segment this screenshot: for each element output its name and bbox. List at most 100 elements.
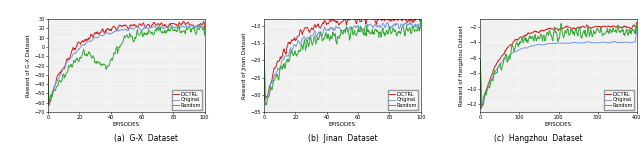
Original [260,72,268,74]
DiCTRL [260,71,268,73]
Original [575,42,583,44]
DiCTRL [45,90,52,92]
DiCTRL [477,108,485,109]
Original [45,101,53,103]
Random [495,64,503,66]
X-axis label: EPISODES: EPISODES [113,122,140,127]
DiCTRL [201,28,209,30]
Random [393,35,401,37]
Random [175,25,183,27]
DiCTRL [138,25,145,27]
DiCTRL [354,18,362,20]
Random [575,27,583,28]
DiCTRL [44,76,52,78]
DiCTRL [633,21,640,23]
X-axis label: EPISODES: EPISODES [329,122,356,127]
Original [141,26,148,28]
Random [356,25,364,27]
Random [260,98,268,100]
Legend: DiCTRL, Original, Random: DiCTRL, Original, Random [172,90,202,110]
DiCTRL [356,20,364,22]
Random [138,30,145,32]
Random [138,31,145,32]
Random [476,59,484,61]
Random [539,40,547,42]
Y-axis label: Reward of Jinan Dataset: Reward of Jinan Dataset [243,32,248,99]
Original [177,27,184,28]
Original [45,91,52,93]
DiCTRL [476,60,484,62]
Original [478,104,486,106]
Original [633,29,640,31]
Original [539,44,547,46]
DiCTRL [45,104,53,106]
Original [495,65,503,67]
DiCTRL [353,18,361,20]
Original [354,25,362,27]
Line: Random: Random [48,26,205,104]
Original [138,29,145,31]
Y-axis label: Reward of G-X Dataset: Reward of G-X Dataset [26,34,31,97]
Original [417,14,424,16]
DiCTRL [394,19,401,21]
DiCTRL [528,32,536,34]
Original [260,46,268,48]
Original [393,23,401,25]
DiCTRL [260,46,268,48]
Y-axis label: Reward of Hangzhou Dataset: Reward of Hangzhou Dataset [459,25,463,106]
Legend: DiCTRL, Original, Random: DiCTRL, Original, Random [388,90,419,110]
DiCTRL [591,26,598,28]
Line: Original: Original [264,15,420,99]
Original [44,80,52,82]
Original [403,22,410,24]
Random [45,103,53,105]
Original [528,45,536,47]
Original [187,25,195,27]
Original [201,35,209,36]
DiCTRL [403,22,411,24]
Random [260,60,268,62]
Line: DiCTRL: DiCTRL [480,22,637,108]
Original [356,27,364,29]
Line: Original: Original [48,25,205,102]
DiCTRL [138,25,145,27]
Random [417,15,424,17]
Random [141,32,148,34]
DiCTRL [417,14,424,16]
Random [177,32,185,34]
Line: Random: Random [480,24,637,108]
DiCTRL [177,24,184,26]
Original [591,41,598,43]
Random [201,33,209,35]
Random [591,32,598,34]
Original [590,42,598,44]
DiCTRL [495,59,503,60]
Random [262,104,269,106]
Original [196,24,204,26]
X-axis label: EPISODES: EPISODES [545,122,572,127]
DiCTRL [261,98,269,100]
Legend: DiCTRL, Original, Random: DiCTRL, Original, Random [604,90,634,110]
Random [557,23,565,24]
Original [262,98,269,100]
DiCTRL [590,26,598,28]
Original [353,25,361,27]
Random [354,30,362,32]
DiCTRL [575,26,583,28]
Line: Random: Random [264,16,420,105]
Line: DiCTRL: DiCTRL [48,21,205,105]
Text: (b)  Jinan  Dataset: (b) Jinan Dataset [308,134,377,143]
DiCTRL [179,20,187,22]
Original [476,59,484,61]
Line: DiCTRL: DiCTRL [264,14,420,99]
Random [477,107,485,109]
Line: Original: Original [480,30,637,105]
Text: (a)  G-X  Dataset: (a) G-X Dataset [114,134,178,143]
Random [45,103,52,104]
Random [528,37,536,39]
DiCTRL [187,24,195,26]
Random [633,23,640,25]
Text: (c)  Hangzhou  Dataset: (c) Hangzhou Dataset [494,134,583,143]
DiCTRL [392,13,400,15]
Random [187,31,195,33]
